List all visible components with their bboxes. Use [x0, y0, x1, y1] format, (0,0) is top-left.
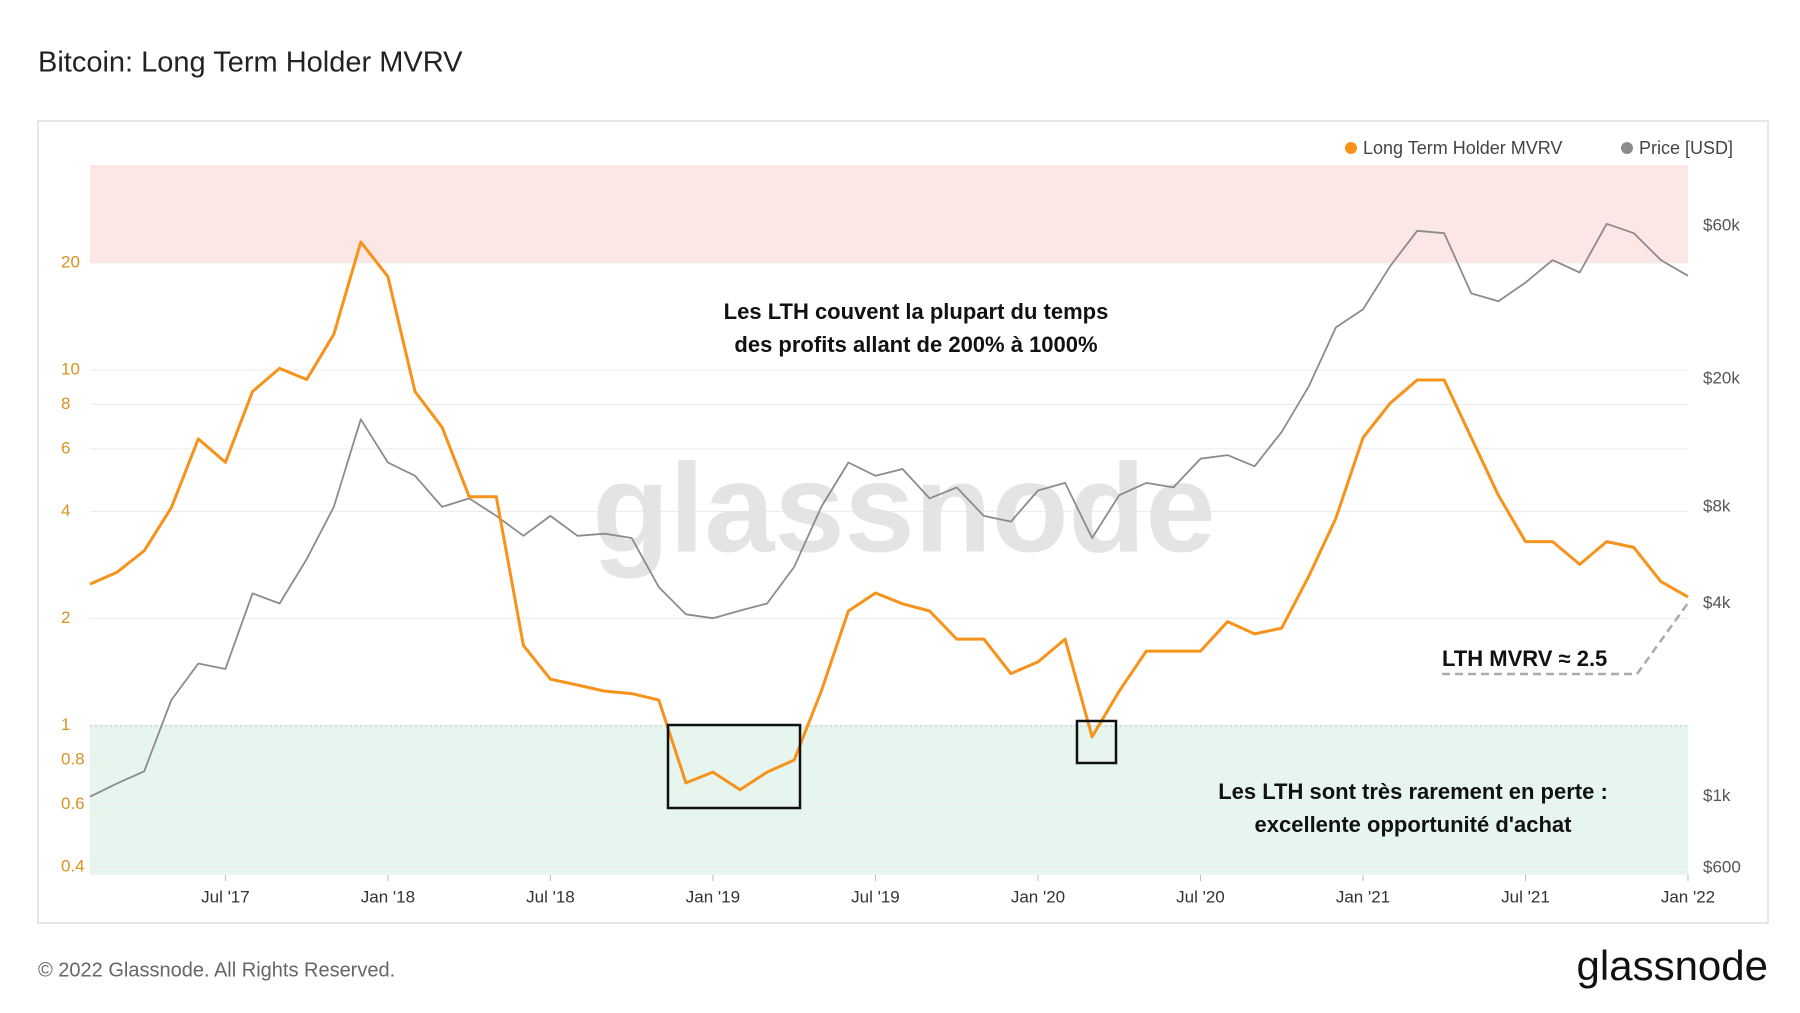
upper-band	[90, 165, 1688, 263]
legend: Long Term Holder MVRV Price [USD]	[1345, 138, 1733, 158]
annotation: Les LTH couvent la plupart du temps	[724, 299, 1109, 324]
legend-label: Price [USD]	[1639, 138, 1733, 158]
grid	[90, 262, 1688, 868]
y2-tick-label: $1k	[1703, 786, 1731, 805]
y2-tick-label: $4k	[1703, 593, 1731, 612]
x-tick-label: Jan '19	[686, 887, 740, 906]
y2-tick-label: $8k	[1703, 496, 1731, 515]
y-tick-label: 1	[61, 715, 70, 734]
y-tick-label: 2	[61, 608, 70, 627]
logo: glassnode	[1577, 942, 1768, 989]
y2-tick-label: $60k	[1703, 216, 1740, 235]
x-tick-label: Jan '20	[1011, 887, 1065, 906]
y-tick-label: 4	[61, 501, 70, 520]
annotation-leader	[1442, 602, 1690, 676]
highlight-box	[1075, 719, 1118, 765]
y-tick-label: 0.4	[61, 857, 85, 876]
x-tick-label: Jul '17	[201, 887, 250, 906]
y-tick-label: 10	[61, 359, 80, 378]
chart-title: Bitcoin: Long Term Holder MVRV	[38, 47, 463, 79]
y-tick-label: 8	[61, 394, 70, 413]
annotation: excellente opportunité d'achat	[1255, 812, 1573, 837]
lower-band	[90, 725, 1688, 875]
series-line	[89, 240, 1689, 792]
y-tick-label: 0.6	[61, 794, 85, 813]
x-tick-label: Jul '21	[1501, 887, 1550, 906]
highlight-box	[666, 723, 802, 810]
x-tick-label: Jan '18	[361, 887, 415, 906]
y2-tick-label: $20k	[1703, 369, 1740, 388]
y-tick-label: 20	[61, 252, 80, 271]
legend-marker	[1621, 142, 1633, 154]
annotation: des profits allant de 200% à 1000%	[734, 332, 1097, 357]
legend-label: Long Term Holder MVRV	[1363, 138, 1562, 158]
y2-tick-label: $600	[1703, 857, 1741, 876]
y-tick-label: 0.8	[61, 750, 85, 769]
y-tick-label: 6	[61, 438, 70, 457]
lines	[89, 222, 1689, 798]
x-tick-label: Jan '21	[1336, 887, 1390, 906]
annotation: LTH MVRV ≈ 2.5	[1442, 646, 1607, 671]
x-tick-label: Jul '20	[1176, 887, 1225, 906]
annotation: Les LTH sont très rarement en perte :	[1218, 779, 1608, 804]
x-tick-label: Jan '22	[1661, 887, 1715, 906]
footer: © 2022 Glassnode. All Rights Reserved.	[38, 959, 395, 981]
watermark: glassnode	[592, 437, 1215, 578]
bands	[90, 165, 1688, 875]
legend-marker	[1345, 142, 1357, 154]
x-tick-label: Jul '18	[526, 887, 575, 906]
series-line	[89, 222, 1689, 798]
axes: 0.4 0.6 0.8 1 2 4 6 8 10 20 $600 $1k $4k $8k $20k $60k J…	[61, 216, 1741, 907]
x-tick-label: Jul '19	[851, 887, 900, 906]
